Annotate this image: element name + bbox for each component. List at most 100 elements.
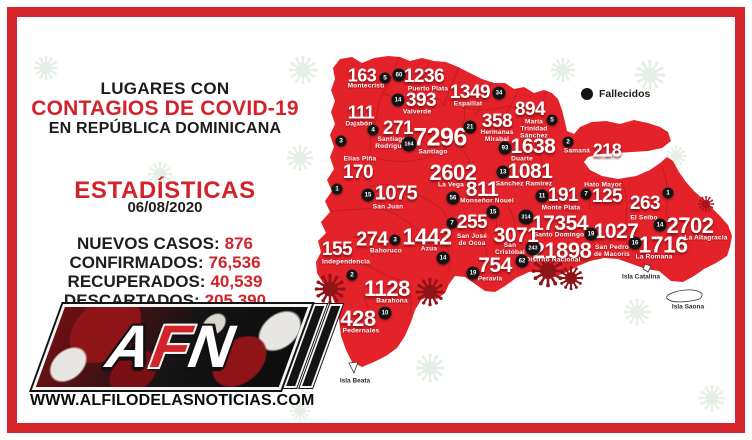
cases-valverde: 393 — [405, 90, 437, 111]
province-name-barahona: Barahona — [376, 297, 408, 305]
afn-logo-text: AFN — [96, 313, 248, 380]
deaths-badge-distrito-nacional: 243 — [525, 240, 541, 256]
deaths-badge-san-cristobal: 62 — [515, 254, 529, 268]
island-label-isla-beata: Isla Beata — [339, 377, 371, 385]
cases-santo-domingo: 17354 — [532, 212, 588, 235]
province-name-pedernales: Pedernales — [342, 327, 380, 335]
deaths-badge-dajabon: 3 — [335, 135, 347, 147]
deaths-badge-independencia: 2 — [346, 269, 358, 281]
cases-la-vega: 2602 — [429, 160, 477, 185]
deaths-badge-bahoruco: 3 — [389, 234, 401, 246]
province-name-san-pedro-de-macoris: San Pedro de Macorís — [594, 244, 630, 258]
title-line3: EN REPÚBLICA DOMINICANA — [48, 120, 282, 137]
cases-hato-mayor: 125 — [591, 186, 623, 207]
province-name-peravia: Peravia — [477, 275, 503, 283]
province-name-san-cristobal: San Cristóbal — [495, 242, 525, 256]
deaths-badge-monsenor-nouel: 15 — [486, 205, 500, 219]
deaths-legend-label: Fallecidos — [599, 88, 651, 100]
province-name-espaillat: Espaillat — [453, 100, 483, 108]
stat-recuperados: RECUPERADOS: 40,539 — [67, 272, 263, 291]
cases-santiago-rodriguez: 271 — [382, 118, 414, 139]
cases-distrito-nacional: 21898 — [532, 238, 592, 263]
deaths-badge-santiago: 164 — [401, 136, 417, 152]
stat-nuevos-casos: NUEVOS CASOS: 876 — [76, 234, 253, 253]
stats-heading: ESTADÍSTICAS — [74, 177, 256, 204]
cases-la-altagracia: 2702 — [666, 213, 714, 238]
website-url: WWW.ALFILODELASNOTICIAS.COM — [30, 392, 315, 409]
cases-puerto-plata: 1236 — [403, 66, 445, 87]
deaths-badge-la-romana: 16 — [628, 236, 642, 250]
deaths-badge-san-pedro-de-macoris: 19 — [584, 227, 598, 241]
province-name-santiago-rodriguez: Santiago Rodríguez — [375, 136, 409, 150]
isla-catalina-shape — [642, 263, 652, 273]
deaths-badge-san-juan: 15 — [361, 188, 375, 202]
deaths-badge-samana: 2 — [562, 136, 574, 148]
cases-independencia: 155 — [321, 239, 353, 260]
province-name-santo-domingo: Santo Domingo — [533, 231, 585, 239]
isla-beata-shape — [348, 361, 359, 375]
cases-santiago: 7296 — [413, 123, 467, 152]
deaths-badge-monte-plata: 11 — [535, 189, 549, 203]
cases-azua: 1442 — [402, 223, 452, 250]
deaths-badge-barahona: 10 — [378, 306, 392, 320]
cases-peravia: 754 — [478, 254, 512, 277]
deaths-badge-maria-trinidad-sanchez: 5 — [546, 114, 558, 126]
cases-san-juan: 1075 — [374, 182, 418, 205]
province-name-elias-pina: Elías Piña — [343, 155, 377, 163]
island-shapes — [348, 263, 703, 375]
isla-saona-shape — [666, 289, 703, 303]
title-line2: CONTAGIOS DE COVID-19 — [31, 97, 299, 120]
cases-montecristi: 163 — [347, 65, 377, 86]
province-name-dajabon: Dajabón — [345, 120, 373, 128]
province-name-puerto-plata: Puerto Plata — [407, 85, 449, 93]
cases-monte-plata: 191 — [547, 185, 579, 206]
cases-dajabon: 111 — [347, 102, 375, 123]
deaths-badge-puerto-plata: 60 — [392, 68, 406, 82]
cases-san-jose-de-ocoa: 255 — [456, 212, 488, 233]
deaths-badge-espaillat: 34 — [492, 86, 506, 100]
cases-monsenor-nouel: 811 — [465, 178, 499, 201]
deaths-badge-montecristi: 5 — [379, 72, 391, 84]
cases-pedernales: 428 — [340, 306, 376, 331]
cases-elias-pina: 170 — [342, 162, 374, 183]
stats-block: NUEVOS CASOS: 876 CONFIRMADOS: 76,536 RECU… — [24, 234, 306, 310]
deaths-badge-azua: 14 — [436, 251, 450, 265]
afn-logo-box: AFN — [29, 302, 315, 392]
province-borders — [329, 57, 676, 329]
province-name-san-juan: San Juan — [372, 203, 404, 211]
deaths-badge-valverde: 14 — [391, 93, 405, 107]
deaths-badge-hermanas-mirabal: 21 — [463, 120, 477, 134]
deaths-badge-santo-domingo: 314 — [518, 209, 534, 225]
deaths-badge-santiago-rodriguez: 4 — [367, 124, 379, 136]
island-label-isla-saona: Isla Saona — [671, 303, 705, 311]
cases-la-romana: 1716 — [638, 231, 688, 258]
deaths-badge-duarte: 93 — [498, 141, 512, 155]
cases-san-pedro-de-macoris: 1027 — [593, 220, 639, 243]
cases-hermanas-mirabal: 358 — [481, 111, 513, 132]
province-name-san-jose-de-ocoa: San José de Ocoa — [456, 233, 488, 247]
province-name-samana: Samaná — [563, 147, 591, 155]
province-name-duarte: Duarte — [511, 155, 533, 163]
cases-bahoruco: 274 — [356, 228, 388, 251]
cases-barahona: 1128 — [364, 276, 410, 301]
cases-maria-trinidad-sanchez: 894 — [514, 99, 546, 120]
province-name-bahoruco: Bahoruco — [370, 247, 402, 255]
deaths-badge-san-jose-de-ocoa: 7 — [446, 217, 458, 229]
cases-espaillat: 1349 — [449, 82, 491, 103]
deaths-badge-la-vega: 56 — [446, 191, 460, 205]
province-name-hermanas-mirabal: Hermanas Mirabal — [480, 129, 514, 143]
cases-el-seibo: 263 — [629, 193, 661, 214]
afn-logo: AFN WWW.ALFILODELASNOTICIAS.COM — [18, 302, 347, 420]
deaths-badge-elias-pina: 1 — [331, 183, 343, 195]
province-name-maria-trinidad-sanchez: María Trinidad Sánchez — [520, 118, 548, 140]
deaths-badge-la-altagracia: 14 — [653, 218, 667, 232]
province-name-independencia: Independencia — [321, 258, 371, 266]
province-name-montecristi: Montecristi — [347, 82, 385, 90]
deaths-badge-el-seibo: 1 — [662, 187, 674, 199]
deaths-badge-peravia: 19 — [466, 266, 480, 280]
province-name-la-vega: La Vega — [438, 181, 464, 189]
title-line1: LUGARES CON — [100, 79, 230, 98]
deaths-badge-sanchez-ramirez: 13 — [496, 165, 510, 179]
